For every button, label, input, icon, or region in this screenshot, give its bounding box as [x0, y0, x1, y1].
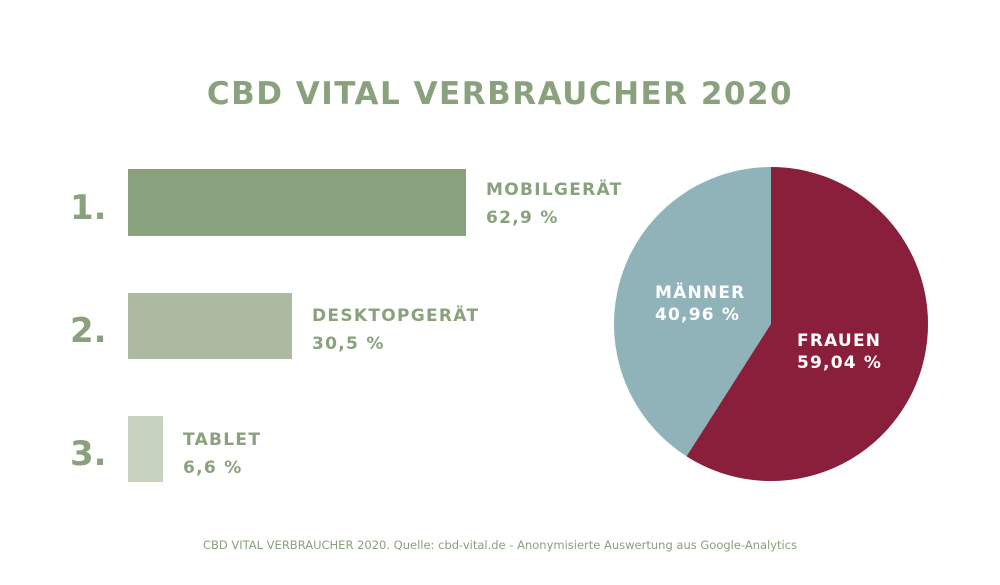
pie-label-frauen-value: 59,04 %	[797, 353, 883, 373]
label-mobile-value: 62,9 %	[486, 208, 559, 228]
bar-mobile	[128, 169, 466, 236]
label-tablet: TABLET 6,6 %	[183, 426, 261, 482]
label-desktop-name: DESKTOPGERÄT	[312, 306, 480, 326]
pie-label-maenner-value: 40,96 %	[655, 305, 741, 325]
bar-tablet	[128, 416, 163, 482]
pie-label-maenner: MÄNNER 40,96 %	[655, 282, 745, 326]
label-desktop: DESKTOPGERÄT 30,5 %	[312, 302, 479, 358]
rank-3: 3.	[70, 434, 107, 474]
rank-1: 1.	[70, 188, 107, 228]
label-tablet-value: 6,6 %	[183, 458, 243, 478]
label-mobile: MOBILGERÄT 62,9 %	[486, 176, 623, 232]
pie-label-frauen-name: FRAUEN	[797, 331, 882, 351]
label-tablet-name: TABLET	[183, 430, 262, 450]
gender-pie-chart	[614, 167, 928, 481]
pie-label-frauen: FRAUEN 59,04 %	[797, 330, 882, 374]
pie-label-maenner-name: MÄNNER	[655, 283, 746, 303]
chart-title: CBD VITAL VERBRAUCHER 2020	[206, 76, 794, 112]
bar-desktop	[128, 293, 292, 359]
label-mobile-name: MOBILGERÄT	[486, 180, 623, 200]
pie-slice-frauen	[686, 167, 928, 481]
rank-2: 2.	[70, 311, 107, 351]
source-footer: CBD VITAL VERBRAUCHER 2020. Quelle: cbd-…	[202, 538, 798, 552]
label-desktop-value: 30,5 %	[312, 334, 385, 354]
